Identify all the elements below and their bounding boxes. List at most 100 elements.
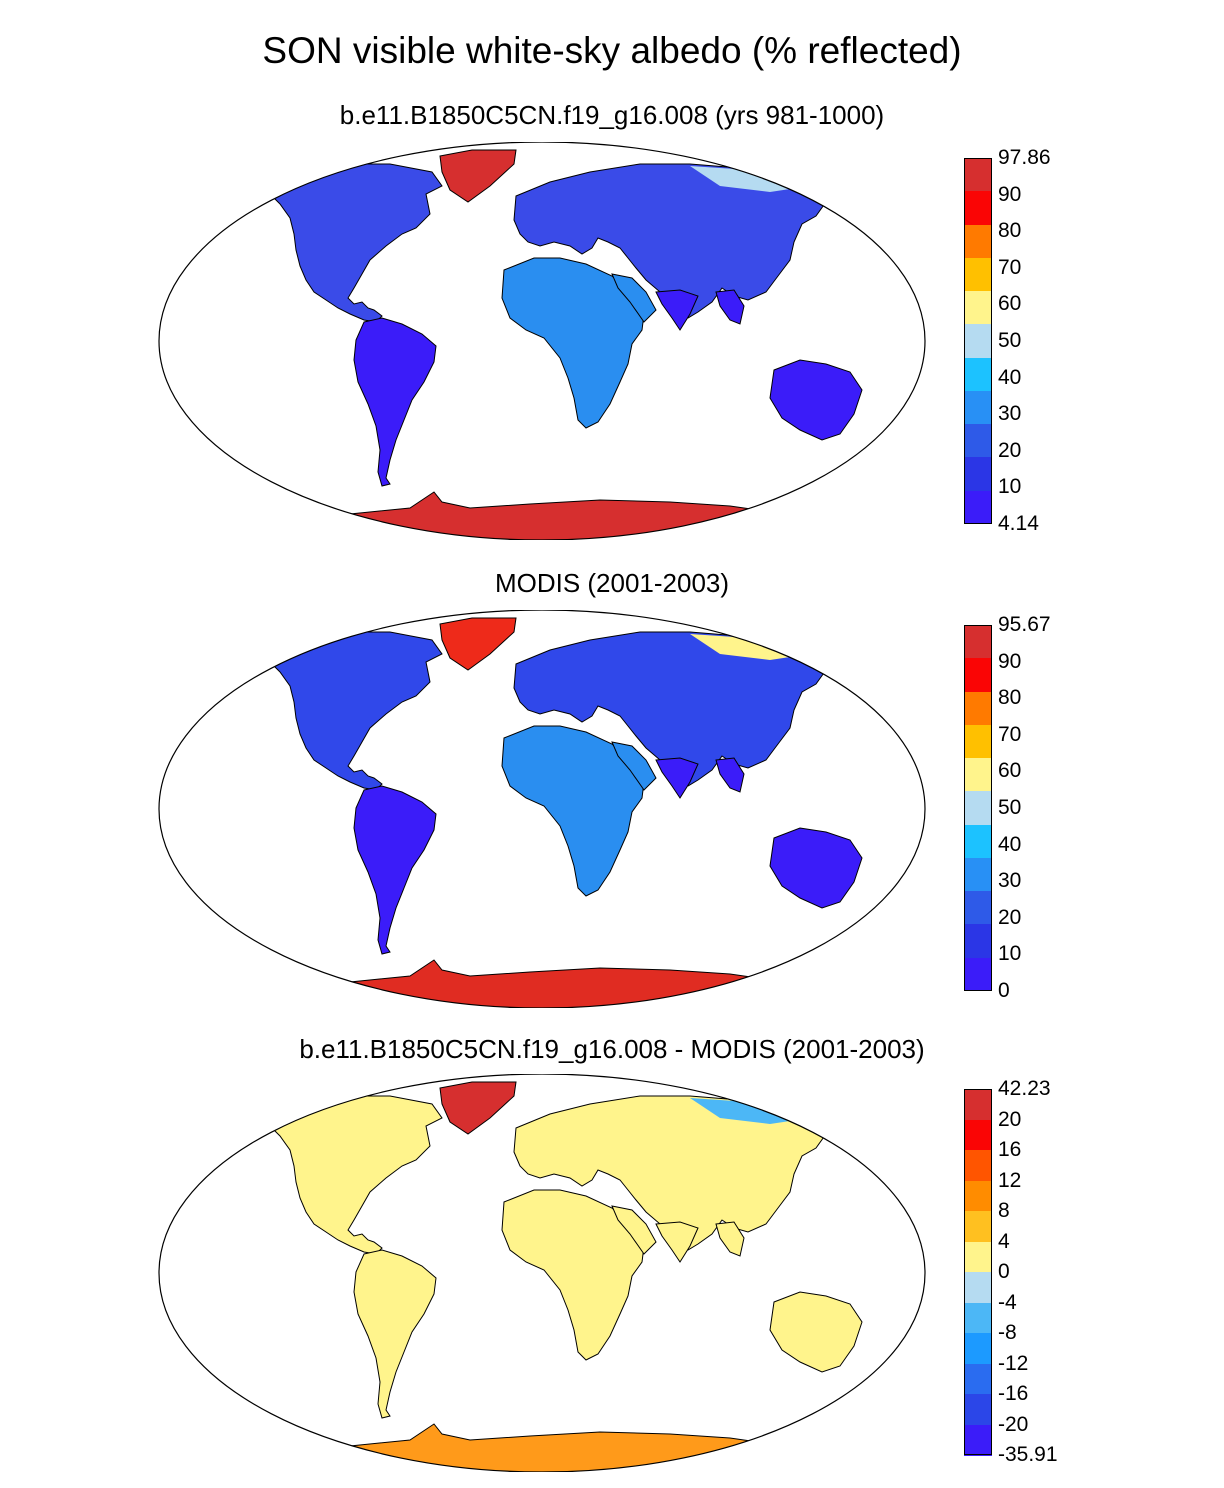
north-america-landmass (251, 163, 443, 323)
colorbar-tick-label: 0 (998, 979, 1010, 1002)
colorbar-swatch (964, 1241, 992, 1273)
africa-landmass (501, 257, 645, 429)
colorbar-tick-label: 20 (998, 1107, 1022, 1131)
colorbar-tick-label: 70 (998, 255, 1022, 279)
colorbar-tick-label: 50 (998, 329, 1022, 352)
colorbar-tick-label: 40 (998, 365, 1022, 389)
se-asia-landmass (715, 757, 745, 793)
colorbar-tick-label: 80 (998, 686, 1022, 710)
colorbar-tick-label: 30 (998, 869, 1022, 893)
colorbar-swatch (964, 224, 992, 259)
colorbar-tick-label: 30 (998, 402, 1022, 426)
north-america-landmass (251, 1095, 443, 1255)
colorbar-swatch (964, 390, 992, 425)
colorbar-swatch (964, 257, 992, 292)
se-asia-landmass (715, 1221, 745, 1257)
australia-landmass (769, 359, 863, 441)
colorbar-tick-label: 97.86 (998, 146, 1051, 169)
colorbar-swatch (964, 857, 992, 892)
india-landmass (655, 1221, 699, 1263)
panel-1-map (158, 142, 926, 540)
colorbar-swatch (964, 957, 992, 992)
arabia-landmass (611, 273, 657, 323)
north-america-landmass (251, 631, 443, 791)
colorbar-swatch (964, 1119, 992, 1151)
colorbar-swatch (964, 291, 992, 325)
colorbar-swatch (964, 758, 992, 792)
colorbar-tick-label: -35.91 (998, 1443, 1058, 1466)
colorbar-tick-label: 0 (998, 1260, 1010, 1283)
africa-landmass (501, 725, 645, 897)
colorbar-frame (964, 1089, 992, 1455)
colorbar-tick-label: 90 (998, 182, 1022, 206)
colorbar-swatch (964, 191, 992, 226)
map-frame (158, 142, 926, 540)
panel-3-map (158, 1074, 926, 1472)
panel-3-title: b.e11.B1850C5CN.f19_g16.008 - MODIS (200… (299, 1034, 925, 1064)
india-landmass (655, 757, 699, 799)
map-frame (158, 1074, 926, 1472)
colorbar-tick-label: 60 (998, 759, 1022, 783)
colorbar-swatch (964, 324, 992, 359)
colorbar-swatch (964, 1302, 992, 1334)
colorbar-tick-label: -20 (998, 1412, 1029, 1436)
colorbar-tick-label: 40 (998, 832, 1022, 856)
africa-landmass (501, 1189, 645, 1361)
colorbar-swatch (964, 1211, 992, 1242)
colorbar-tick-label: 4.14 (998, 512, 1039, 535)
india-landmass (655, 289, 699, 331)
panel-2-map (158, 610, 926, 1008)
colorbar-tick-label: 10 (998, 942, 1022, 966)
colorbar-frame (964, 625, 992, 991)
colorbar-swatch (964, 824, 992, 859)
panel-3-colorbar (964, 1089, 992, 1456)
panel-2-colorbar (964, 625, 992, 992)
colorbar-swatch (964, 1394, 992, 1425)
colorbar-tick-label: 70 (998, 722, 1022, 746)
colorbar-swatch (964, 724, 992, 759)
colorbar-swatch (964, 1363, 992, 1395)
south-america-landmass (353, 1249, 437, 1419)
colorbar-swatch (964, 490, 992, 525)
colorbar-tick-label: -8 (998, 1321, 1017, 1344)
australia-landmass (769, 1291, 863, 1373)
map-frame (158, 610, 926, 1008)
colorbar-tick-label: 42.23 (998, 1077, 1051, 1100)
colorbar-tick-label: 4 (998, 1229, 1010, 1253)
colorbar-tick-label: -4 (998, 1290, 1017, 1314)
colorbar-swatch (964, 1089, 992, 1120)
greenland-landmass (439, 149, 517, 203)
south-america-landmass (353, 785, 437, 955)
greenland-landmass (439, 1081, 517, 1135)
colorbar-tick-label: 16 (998, 1138, 1022, 1161)
colorbar-swatch (964, 1150, 992, 1181)
arabia-landmass (611, 741, 657, 791)
colorbar-swatch (964, 658, 992, 693)
colorbar-tick-label: 20 (998, 438, 1022, 462)
colorbar-swatch (964, 1180, 992, 1212)
colorbar-swatch (964, 1333, 992, 1364)
panel-2-title: MODIS (2001-2003) (494, 568, 730, 598)
panel-1-title: b.e11.B1850C5CN.f19_g16.008 (yrs 981-100… (339, 100, 885, 130)
colorbar-tick-label: 20 (998, 905, 1022, 929)
colorbar-tick-label: 90 (998, 649, 1022, 673)
south-america-landmass (353, 317, 437, 487)
colorbar-tick-label: -12 (998, 1351, 1029, 1375)
colorbar-tick-label: 95.67 (998, 613, 1051, 636)
colorbar-swatch (964, 791, 992, 826)
colorbar-tick-label: 10 (998, 475, 1022, 499)
colorbar-swatch (964, 924, 992, 959)
greenland-landmass (439, 617, 517, 671)
colorbar-tick-label: 12 (998, 1168, 1022, 1192)
colorbar-tick-label: 50 (998, 796, 1022, 819)
colorbar-tick-label: 8 (998, 1199, 1010, 1222)
colorbar-swatch (964, 1272, 992, 1303)
colorbar-tick-label: -16 (998, 1382, 1029, 1405)
figure-title: SON visible white-sky albedo (% reflecte… (262, 30, 962, 71)
colorbar-tick-label: 80 (998, 219, 1022, 243)
colorbar-swatch (964, 424, 992, 458)
colorbar-swatch (964, 691, 992, 726)
arabia-landmass (611, 1205, 657, 1255)
colorbar-swatch (964, 891, 992, 925)
colorbar-swatch (964, 457, 992, 492)
